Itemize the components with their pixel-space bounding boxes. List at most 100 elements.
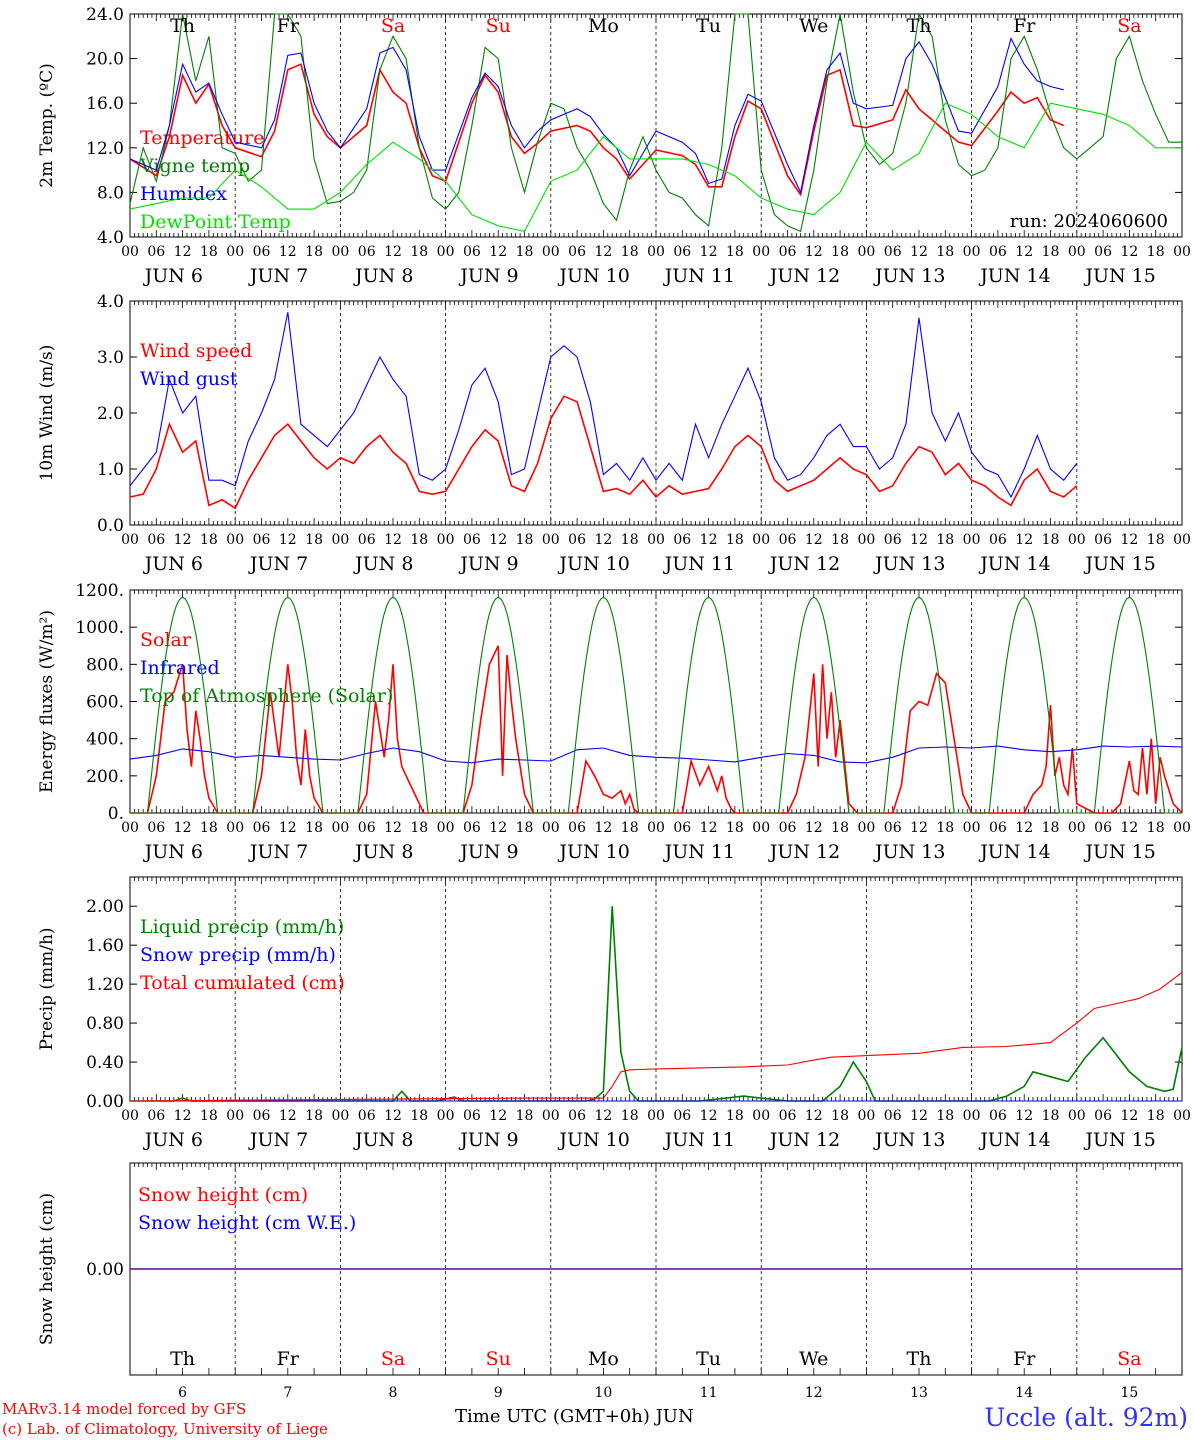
series-vigne-temp bbox=[129, 12, 1182, 233]
hour-label: 12 bbox=[1120, 532, 1138, 548]
y-tick-label: 0.00 bbox=[86, 1092, 124, 1112]
weekday-label: Fr bbox=[277, 1348, 300, 1370]
hour-label: 18 bbox=[726, 820, 744, 836]
y-tick-label: 600. bbox=[86, 693, 124, 713]
weekday-label: Sa bbox=[381, 15, 405, 37]
y-tick-label: 800. bbox=[86, 655, 124, 675]
hour-label: 00 bbox=[226, 1108, 244, 1124]
y-tick-label: 1.0 bbox=[97, 460, 124, 480]
date-label: JUN 6 bbox=[143, 841, 203, 863]
hour-label: 12 bbox=[1120, 244, 1138, 260]
hour-label: 06 bbox=[884, 532, 902, 548]
hour-label: 18 bbox=[1042, 244, 1060, 260]
time-axis-label: Time UTC (GMT+0h) JUN bbox=[455, 1406, 694, 1427]
hour-label: 06 bbox=[1094, 532, 1112, 548]
panel-0: 4.0 8.0 12.0 16.0 20.0 24.0 2m Temp. (ºC) Tempe… bbox=[37, 5, 1191, 287]
day-number-label: 10 bbox=[594, 1385, 612, 1401]
hour-label: 00 bbox=[1068, 1108, 1086, 1124]
hour-label: 06 bbox=[147, 532, 165, 548]
hour-label: 12 bbox=[805, 532, 823, 548]
date-label: JUN 13 bbox=[873, 553, 945, 575]
day-number-label: 15 bbox=[1120, 1385, 1138, 1401]
hour-label: 06 bbox=[673, 244, 691, 260]
hour-label: 06 bbox=[1094, 820, 1112, 836]
day-number-label: 14 bbox=[1015, 1385, 1033, 1401]
weekday-label: Su bbox=[486, 15, 511, 37]
panel-4: 0.00 Snow height (cm) Snow height (cm) Snow… bbox=[37, 1162, 1183, 1401]
weekday-label: Th bbox=[907, 1348, 932, 1370]
hour-label: 00 bbox=[331, 532, 349, 548]
date-label: JUN 6 bbox=[143, 553, 203, 575]
hour-label: 00 bbox=[1173, 820, 1191, 836]
hour-label: 18 bbox=[621, 532, 639, 548]
hour-label: 18 bbox=[1042, 532, 1060, 548]
hour-label: 00 bbox=[752, 532, 770, 548]
hour-label: 12 bbox=[805, 820, 823, 836]
hour-label: 00 bbox=[226, 244, 244, 260]
weekday-label: Tu bbox=[696, 15, 721, 37]
hour-label: 00 bbox=[647, 1108, 665, 1124]
hour-label: 00 bbox=[542, 532, 560, 548]
hour-label: 18 bbox=[726, 1108, 744, 1124]
hour-label: 12 bbox=[910, 1108, 928, 1124]
panel-frame bbox=[129, 300, 1183, 526]
hour-label: 00 bbox=[437, 1108, 455, 1124]
hour-label: 12 bbox=[910, 244, 928, 260]
hour-label: 18 bbox=[200, 1108, 218, 1124]
hour-label: 18 bbox=[1147, 532, 1165, 548]
weekday-label: We bbox=[799, 1348, 828, 1370]
hour-label: 00 bbox=[857, 820, 875, 836]
hour-label: 12 bbox=[174, 1108, 192, 1124]
hour-label: 06 bbox=[779, 1108, 797, 1124]
hour-label: 12 bbox=[279, 244, 297, 260]
hour-label: 18 bbox=[1147, 1108, 1165, 1124]
date-label: JUN 10 bbox=[557, 553, 629, 575]
hour-label: 18 bbox=[200, 244, 218, 260]
hour-label: 18 bbox=[410, 532, 428, 548]
date-label: JUN 14 bbox=[978, 841, 1050, 863]
y-axis-title: Precip (mm/h) bbox=[37, 927, 57, 1050]
y-tick-label: 0.0 bbox=[97, 516, 124, 536]
date-label: JUN 13 bbox=[873, 1129, 945, 1151]
model-credit: MARv3.14 model forced by GFS bbox=[2, 1400, 247, 1418]
y-axis-title: 10m Wind (m/s) bbox=[37, 345, 57, 482]
date-label: JUN 8 bbox=[353, 1129, 413, 1151]
date-label: JUN 8 bbox=[353, 841, 413, 863]
day-number-label: 6 bbox=[178, 1385, 187, 1401]
hour-label: 00 bbox=[647, 532, 665, 548]
date-label: JUN 10 bbox=[557, 841, 629, 863]
series-humidex bbox=[129, 36, 1064, 195]
weekday-label: Fr bbox=[1013, 15, 1036, 37]
y-tick-label: 0.00 bbox=[86, 1260, 124, 1280]
date-label: JUN 12 bbox=[768, 1129, 840, 1151]
hour-label: 18 bbox=[1147, 820, 1165, 836]
series-top-of-atmosphere-solar- bbox=[130, 596, 1182, 814]
date-label: JUN 7 bbox=[248, 1129, 308, 1151]
y-tick-label: 20.0 bbox=[86, 50, 124, 70]
hour-label: 18 bbox=[516, 820, 534, 836]
hour-label: 06 bbox=[358, 820, 376, 836]
hour-label: 06 bbox=[358, 532, 376, 548]
date-label: JUN 13 bbox=[873, 841, 945, 863]
date-label: JUN 9 bbox=[458, 553, 518, 575]
series-infrared bbox=[129, 745, 1183, 764]
hour-label: 00 bbox=[1068, 532, 1086, 548]
date-label: JUN 7 bbox=[248, 265, 308, 287]
date-label: JUN 14 bbox=[978, 553, 1050, 575]
y-tick-label: 0.40 bbox=[86, 1053, 124, 1073]
hour-label: 06 bbox=[884, 244, 902, 260]
weekday-label: Fr bbox=[277, 15, 300, 37]
weekday-label: Th bbox=[170, 15, 195, 37]
hour-label: 12 bbox=[700, 1108, 718, 1124]
date-label: JUN 11 bbox=[663, 1129, 735, 1151]
legend-entry: Vigne temp bbox=[139, 155, 250, 177]
hour-label: 18 bbox=[1147, 244, 1165, 260]
weekday-label: Su bbox=[486, 1348, 511, 1370]
hour-label: 12 bbox=[1015, 532, 1033, 548]
hour-label: 06 bbox=[463, 244, 481, 260]
hour-label: 12 bbox=[384, 1108, 402, 1124]
date-label: JUN 7 bbox=[248, 841, 308, 863]
hour-label: 12 bbox=[700, 244, 718, 260]
hour-label: 18 bbox=[831, 532, 849, 548]
